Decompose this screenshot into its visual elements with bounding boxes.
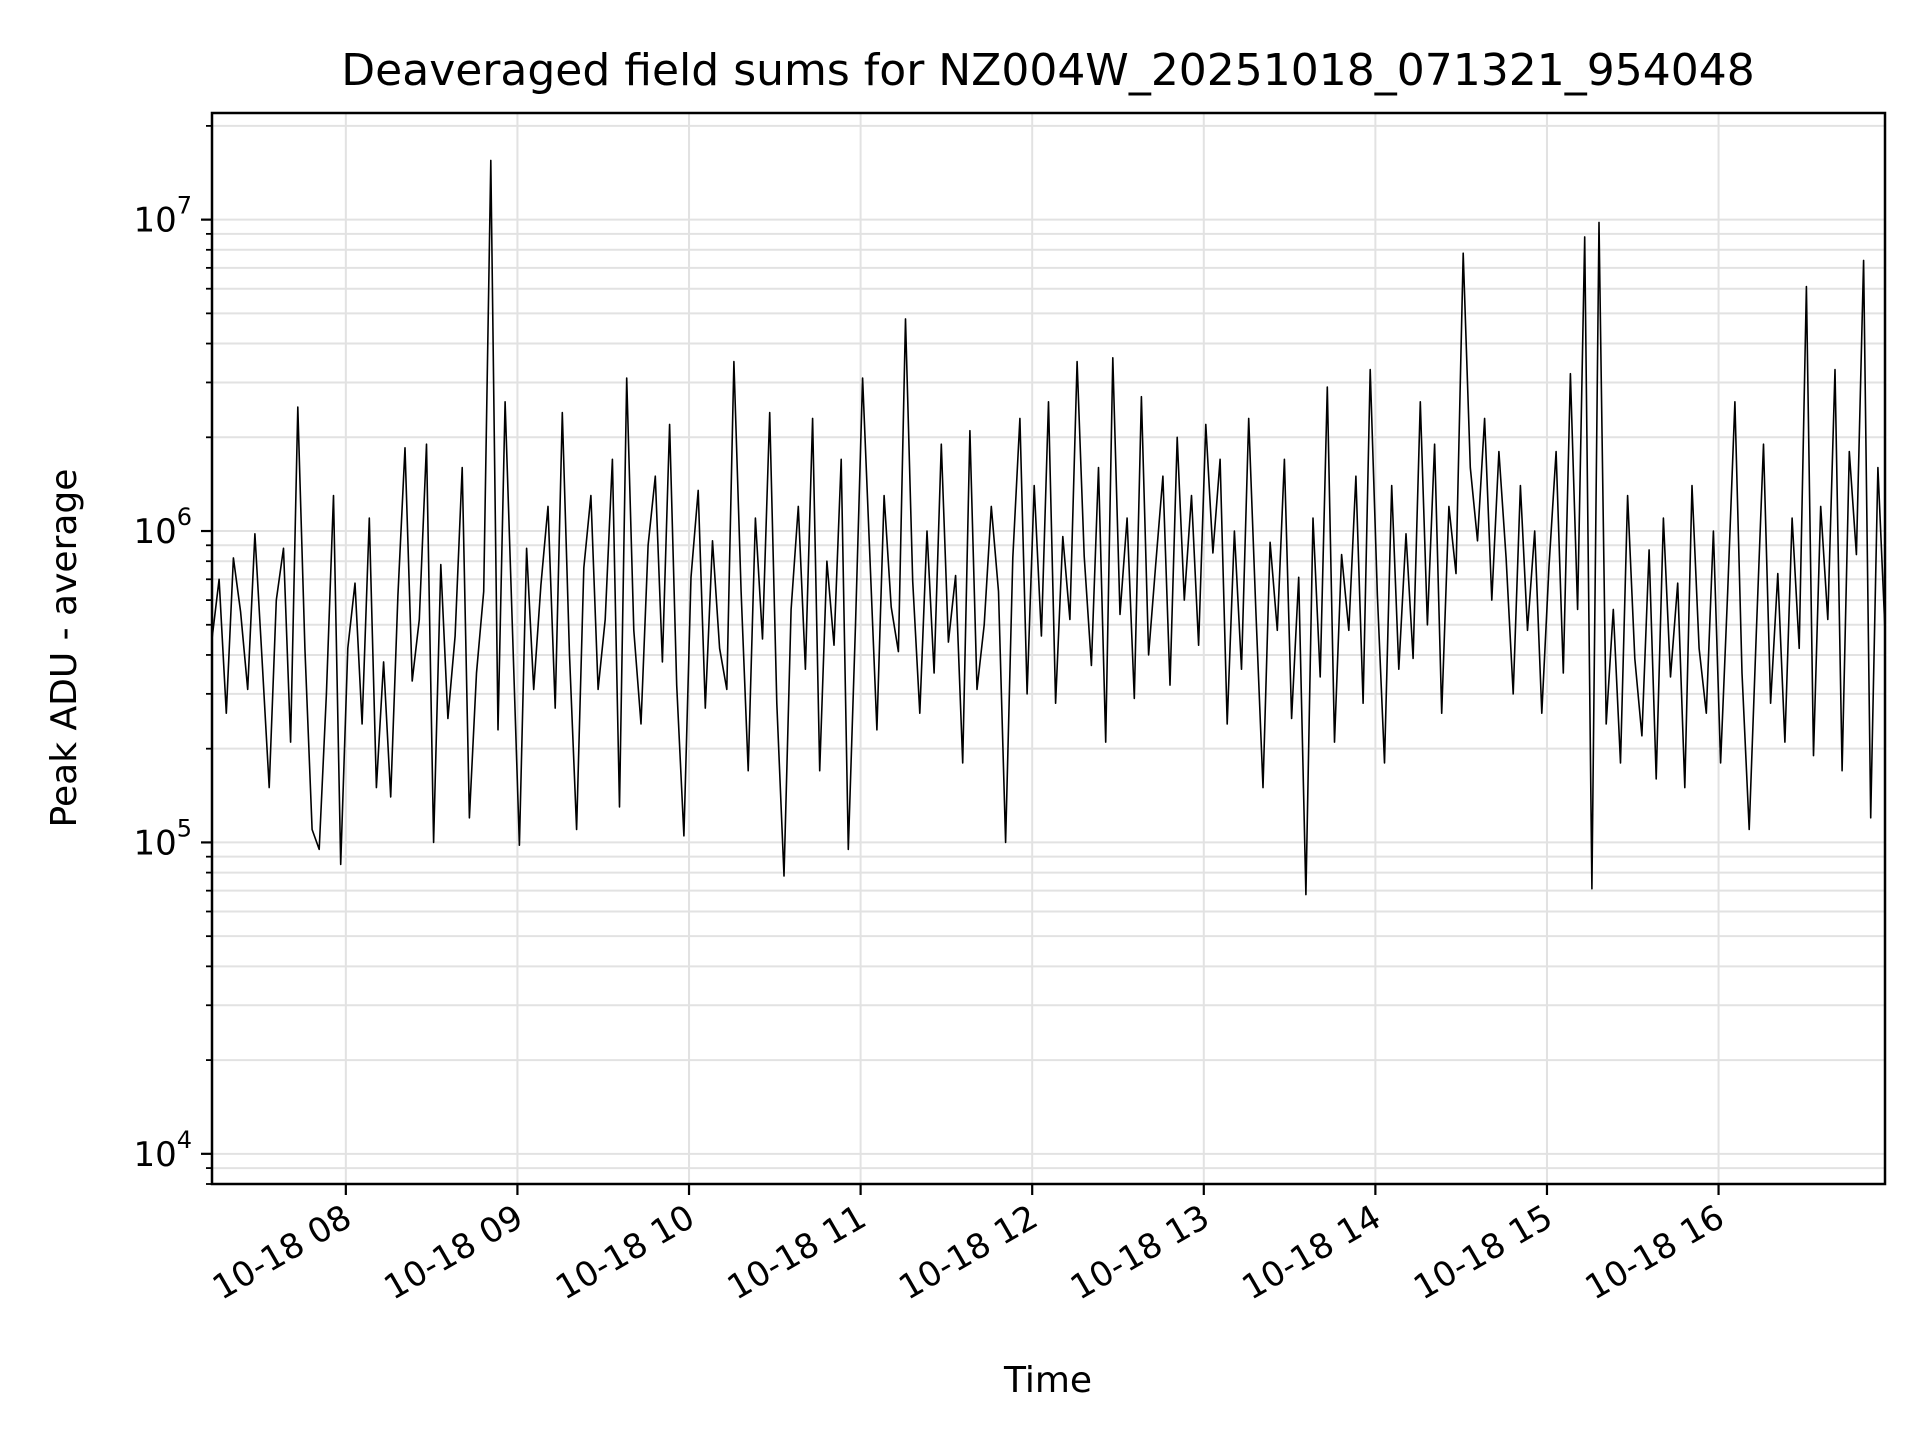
y-tick-base: 10	[133, 1135, 176, 1175]
y-tick-base: 10	[133, 512, 176, 552]
y-tick-exponent: 7	[177, 192, 192, 220]
chart-title: Deaveraged field sums for NZ004W_2025101…	[341, 45, 1754, 96]
y-tick-exponent: 5	[177, 814, 192, 842]
y-axis-label: Peak ADU - average	[44, 469, 85, 828]
y-tick-label: 105	[133, 814, 192, 863]
y-tick-label: 104	[133, 1126, 192, 1175]
y-tick-label: 107	[133, 192, 192, 241]
y-tick-base: 10	[133, 823, 176, 863]
y-tick-label: 106	[133, 503, 192, 552]
y-tick-base: 10	[133, 201, 176, 241]
y-tick-exponent: 6	[177, 503, 192, 531]
y-tick-exponent: 4	[177, 1126, 192, 1154]
x-axis-label: Time	[1003, 1360, 1092, 1401]
plot-frame	[210, 111, 1887, 1186]
